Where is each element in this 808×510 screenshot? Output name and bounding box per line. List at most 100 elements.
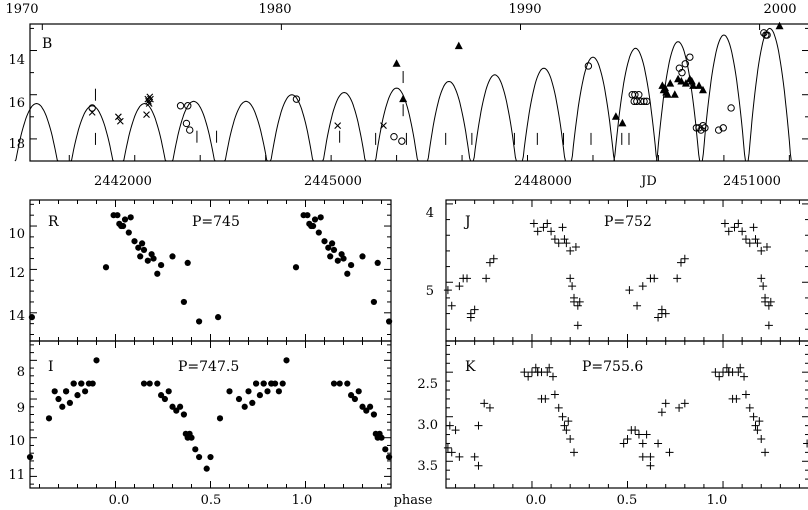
- i-point-12: [89, 380, 96, 387]
- panel-r-points: [28, 212, 393, 325]
- r-point-23: [196, 318, 203, 325]
- k-point-18: [545, 363, 554, 372]
- k-ytick-2.5: 2.5: [417, 377, 438, 392]
- i-point-1: [45, 415, 53, 422]
- b-point-cross-7: [147, 95, 154, 103]
- k-point-28: [533, 368, 542, 377]
- j-point-51: [753, 239, 762, 248]
- b-point-triangle-7: [660, 83, 669, 92]
- k-point-55: [740, 372, 749, 381]
- jd-axis-label: JD: [639, 174, 657, 189]
- b-point-circle-7: [398, 137, 406, 145]
- r-point-18: [154, 270, 161, 277]
- b-light-curve-3: [171, 100, 216, 162]
- panel-i-points: [26, 357, 393, 472]
- j-point-15: [547, 227, 556, 236]
- b-point-circle-26: [714, 126, 723, 134]
- i-point-22: [165, 388, 172, 395]
- i-point-2: [51, 388, 58, 395]
- panel-k-period: P=755.6: [582, 359, 643, 375]
- i-point-57: [351, 395, 358, 403]
- r-point-14: [140, 246, 148, 253]
- b-point-circle-21: [695, 124, 703, 132]
- j-point-10: [482, 274, 491, 283]
- k-xtick-0.5: 0.5: [617, 493, 638, 508]
- i-point-58: [355, 388, 362, 395]
- b-point-circle-25: [692, 124, 701, 132]
- j-point-39: [676, 258, 685, 267]
- i-point-35: [216, 415, 224, 422]
- r-point-7: [121, 216, 129, 223]
- i-point-32: [196, 453, 203, 461]
- i-point-54: [336, 380, 343, 387]
- i-point-62: [370, 411, 377, 418]
- k-point-33: [631, 426, 640, 435]
- panel-r-period: P=745: [192, 214, 240, 230]
- panel-b: B 1970 1980 1990 2000 14 16 18 2442000 2…: [5, 2, 808, 189]
- j-point-1: [447, 301, 456, 310]
- b-point-triangle-9: [663, 90, 672, 98]
- k-point-47: [715, 372, 724, 381]
- b-light-curve-6: [322, 91, 367, 162]
- panel-b-points: [88, 21, 784, 145]
- jd-tick-2442000: 2442000: [94, 174, 152, 189]
- i-point-30: [188, 434, 195, 441]
- i-point-56: [348, 392, 355, 399]
- j-point-18: [558, 223, 567, 232]
- b-point-triangle-18: [695, 81, 704, 89]
- i-point-67: [382, 446, 389, 453]
- j-point-21: [566, 246, 575, 255]
- r-point-20: [169, 253, 176, 260]
- panel-j-points: [443, 219, 775, 330]
- r-point-42: [344, 270, 351, 277]
- k-point-42: [638, 452, 647, 461]
- j-point-28: [575, 297, 584, 306]
- k-point-23: [560, 421, 569, 430]
- i-point-55: [344, 380, 351, 387]
- j-point-23: [568, 282, 577, 291]
- k-point-25: [564, 417, 573, 426]
- panel-j-period: P=752: [604, 214, 652, 230]
- j-point-6: [466, 309, 475, 318]
- j-point-40: [680, 254, 689, 263]
- i-point-26: [180, 411, 187, 418]
- b-point-triangle-4: [618, 118, 627, 127]
- panel-r-ticks: [30, 200, 391, 341]
- j-point-22: [566, 274, 575, 283]
- top-year-1970: 1970: [5, 2, 38, 17]
- r-point-45: [370, 298, 377, 306]
- j-point-38: [661, 309, 670, 318]
- j-point-30: [625, 286, 634, 295]
- b-point-circle-22: [697, 126, 705, 134]
- j-point-59: [766, 297, 775, 306]
- k-point-39: [657, 408, 666, 417]
- b-point-circle-16: [642, 97, 651, 106]
- k-point-7: [474, 421, 483, 430]
- k-point-53: [734, 368, 743, 377]
- i-point-3: [55, 395, 62, 403]
- b-point-circle-11: [635, 91, 643, 99]
- k-point-11: [524, 372, 533, 381]
- i-point-18: [146, 380, 153, 387]
- k-ytick-3.5: 3.5: [417, 459, 438, 474]
- k-point-5: [470, 452, 479, 461]
- i-xtick-0.5: 0.5: [201, 493, 222, 508]
- k-point-41: [665, 448, 674, 457]
- b-point-cross-5: [146, 93, 154, 101]
- k-point-56: [741, 390, 750, 399]
- i-point-16: [93, 357, 100, 364]
- i-point-52: [283, 357, 290, 364]
- b-point-circle-19: [681, 60, 689, 68]
- i-point-68: [386, 453, 393, 461]
- b-point-triangle-14: [681, 79, 690, 87]
- b-point-circle-1: [176, 102, 185, 110]
- b-point-circle-24: [701, 124, 709, 132]
- j-point-54: [759, 282, 768, 291]
- k-point-61: [755, 417, 764, 426]
- panel-j-ticks: [446, 200, 808, 341]
- j-point-17: [554, 239, 563, 248]
- b-light-curve-14: [701, 34, 746, 162]
- i-point-53: [330, 380, 338, 387]
- panel-k: K P=755.6 2.5 3.0 3.5 0.0 0.5 1.0: [417, 340, 808, 508]
- i-point-38: [241, 403, 248, 410]
